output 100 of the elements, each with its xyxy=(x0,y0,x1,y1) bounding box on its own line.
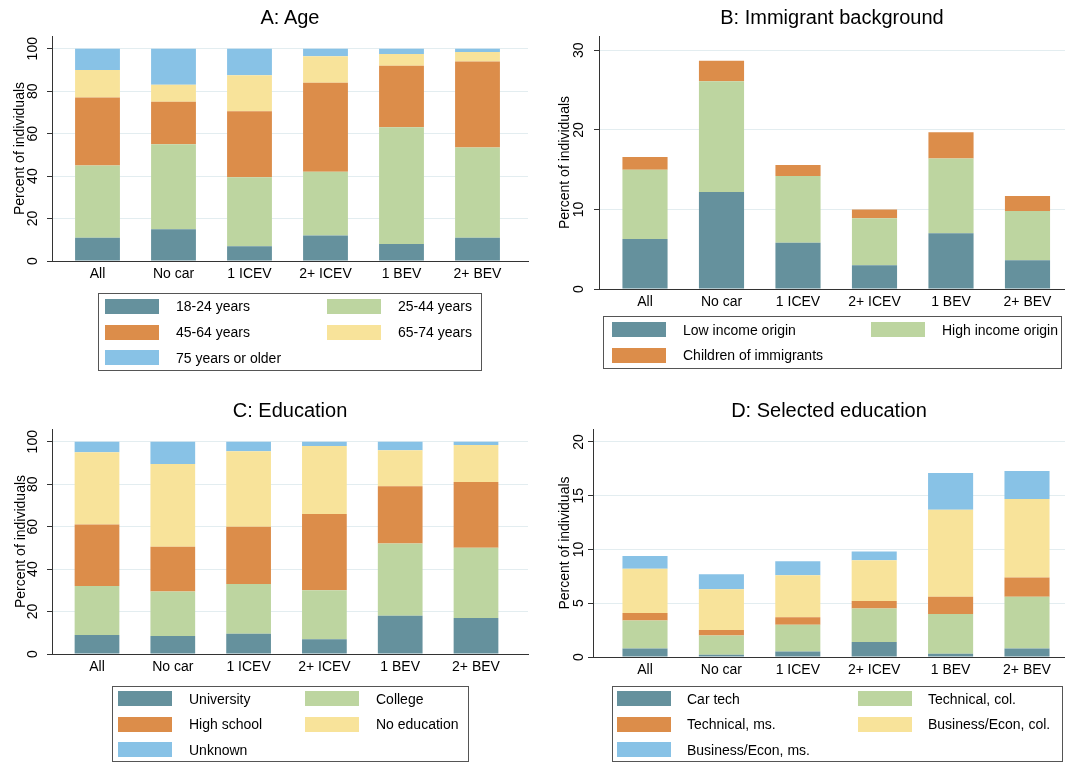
bar xyxy=(1004,498,1050,578)
bar xyxy=(455,51,500,62)
bar xyxy=(622,169,668,239)
bar xyxy=(622,648,668,657)
bar xyxy=(1004,596,1050,649)
bar xyxy=(851,601,897,609)
x-tick-label: 2+ BEV xyxy=(1003,661,1052,678)
bar xyxy=(928,653,974,657)
x-tick-label: 2+ ICEV xyxy=(847,661,902,678)
bar xyxy=(379,244,424,261)
y-tick-label: 20 xyxy=(570,121,587,138)
bar xyxy=(698,635,744,655)
x-tick-label: No car xyxy=(700,293,743,310)
bar xyxy=(1004,195,1051,212)
bar xyxy=(379,127,424,245)
bar xyxy=(851,218,898,266)
legend-label: Children of immigrants xyxy=(683,347,824,364)
bar xyxy=(379,54,424,66)
bar xyxy=(303,48,348,57)
y-axis-title: Percent of individuals xyxy=(555,476,572,610)
bar xyxy=(227,111,272,178)
bar xyxy=(928,473,974,510)
bar xyxy=(622,156,668,170)
bar xyxy=(622,568,668,613)
bar xyxy=(455,147,500,238)
bar xyxy=(775,617,821,625)
bar xyxy=(455,61,500,148)
bar xyxy=(151,101,196,145)
legend-label: No education xyxy=(376,716,459,732)
x-tick-label: All xyxy=(637,661,653,678)
bar xyxy=(775,242,821,289)
bar xyxy=(150,464,196,547)
chart-title: A: Age xyxy=(260,6,320,29)
bar xyxy=(851,608,897,642)
bar xyxy=(698,630,744,636)
x-tick-label: All xyxy=(89,658,105,675)
bar xyxy=(455,237,500,261)
bar xyxy=(379,65,424,128)
legend-label: High school xyxy=(189,716,263,732)
bar xyxy=(775,164,821,177)
legend-label: Business/Econ, col. xyxy=(928,716,1051,732)
bar xyxy=(226,441,271,452)
x-tick-label: 2+ ICEV xyxy=(298,658,352,675)
bar xyxy=(75,48,120,70)
bar xyxy=(851,560,897,602)
bar xyxy=(775,176,821,243)
bar xyxy=(775,575,821,618)
bar xyxy=(227,75,272,112)
x-tick-label: 1 BEV xyxy=(931,293,972,310)
bar xyxy=(622,612,668,621)
y-tick-label: 0 xyxy=(24,256,41,265)
bar xyxy=(622,555,668,569)
bar xyxy=(227,246,272,261)
y-tick-label: 0 xyxy=(570,652,587,661)
legend-label: 25-44 years xyxy=(398,298,472,315)
bar xyxy=(377,615,423,654)
bar xyxy=(698,191,745,289)
bar xyxy=(377,450,423,487)
bar xyxy=(928,596,974,614)
bar xyxy=(151,229,196,261)
legend-label: 45-64 years xyxy=(176,324,250,340)
bar xyxy=(227,48,272,76)
legend-label: Technical, ms. xyxy=(687,716,776,732)
legend-label: High income origin xyxy=(942,321,1058,338)
bar xyxy=(150,441,196,465)
bar xyxy=(698,574,744,590)
bar xyxy=(622,238,668,289)
bar xyxy=(303,82,348,172)
bar xyxy=(226,633,271,654)
bar xyxy=(453,444,499,483)
bar xyxy=(775,624,821,652)
y-tick-label: 100 xyxy=(24,429,41,454)
bar xyxy=(75,97,120,166)
y-tick-label: 30 xyxy=(570,42,587,59)
bar xyxy=(453,482,499,548)
bar xyxy=(302,441,347,446)
x-tick-label: 1 BEV xyxy=(380,658,421,675)
bar xyxy=(851,209,898,219)
bar xyxy=(74,452,120,525)
bar xyxy=(1004,211,1051,261)
bar xyxy=(75,165,120,238)
bar xyxy=(302,590,347,640)
legend-label: Technical, col. xyxy=(928,690,1016,707)
bar xyxy=(75,69,120,98)
x-tick-label: 1 BEV xyxy=(381,265,422,282)
legend-label: Car tech xyxy=(687,690,740,707)
bar xyxy=(453,547,499,618)
bar xyxy=(151,48,196,85)
bar xyxy=(151,84,196,102)
bar xyxy=(1004,648,1050,657)
bar xyxy=(226,583,271,634)
bar xyxy=(74,634,120,654)
bar xyxy=(302,513,347,591)
bar xyxy=(453,441,499,445)
bar xyxy=(150,635,196,654)
legend-label: Business/Econ, ms. xyxy=(687,741,810,758)
bar xyxy=(150,546,196,592)
bar xyxy=(303,171,348,236)
bar xyxy=(453,617,499,654)
x-tick-label: No car xyxy=(700,661,743,678)
